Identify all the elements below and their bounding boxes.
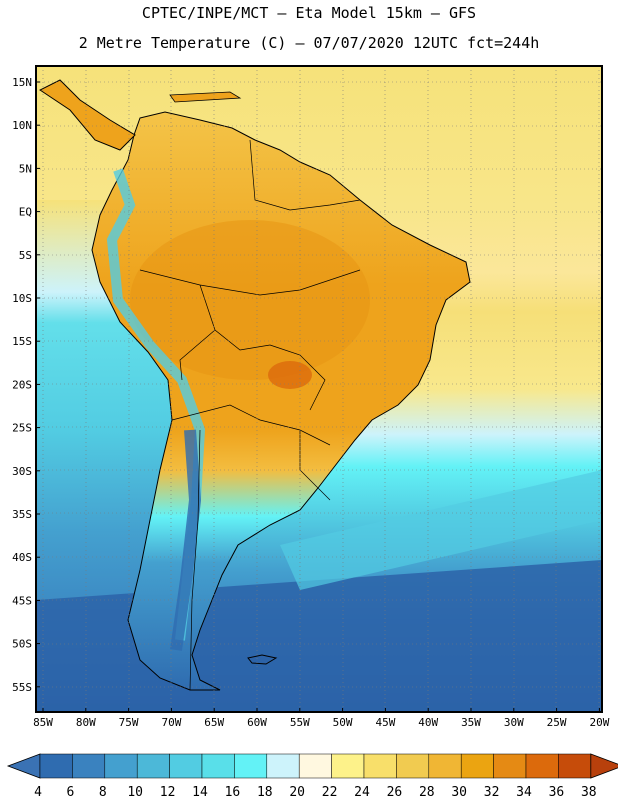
- lon-label: 65W: [204, 716, 224, 729]
- colorbar-label: 8: [99, 785, 107, 800]
- lat-label: 30S: [12, 465, 32, 478]
- colorbar-swatch: [493, 753, 527, 779]
- lon-label: 70W: [161, 716, 181, 729]
- colorbar-swatch: [136, 753, 170, 779]
- colorbar-label: 32: [484, 785, 500, 800]
- central-america-land: [39, 79, 136, 151]
- caribbean-islands: [169, 91, 242, 103]
- latitude-labels: 15N 10N 5N EQ 5S 10S 15S 20S 25S 30S 35S 40S 45S 50S 5…: [12, 76, 40, 694]
- lat-label: 10N: [12, 119, 32, 132]
- lat-label: 20S: [12, 378, 32, 391]
- colorbar-swatch: [104, 753, 138, 779]
- lat-label: 10S: [12, 292, 32, 305]
- lat-label: 55S: [12, 681, 32, 694]
- colorbar: 4 6 8 10 12 14 16 18 20 22 24 26 28 30 32 34 36 38: [6, 753, 618, 800]
- colorbar-label: 38: [581, 785, 597, 800]
- lon-label: 20W: [589, 716, 609, 729]
- lon-label: 45W: [375, 716, 395, 729]
- colorbar-label: 12: [160, 785, 176, 800]
- lat-label: 5N: [19, 162, 32, 175]
- colorbar-swatch: [331, 753, 365, 779]
- colorbar-low-arrow: [6, 753, 41, 779]
- lat-label: 15N: [12, 76, 32, 89]
- colorbar-label: 10: [127, 785, 143, 800]
- colorbar-label: 30: [451, 785, 467, 800]
- colorbar-label: 14: [192, 785, 208, 800]
- colorbar-swatch: [428, 753, 462, 779]
- colorbar-label: 22: [322, 785, 338, 800]
- lon-label: 25W: [547, 716, 567, 729]
- colorbar-label: 20: [289, 785, 305, 800]
- colorbar-swatch: [72, 753, 106, 779]
- colorbar-swatch: [201, 753, 235, 779]
- lon-label: 30W: [504, 716, 524, 729]
- colorbar-swatch: [558, 753, 592, 779]
- falkland-islands: [247, 654, 278, 665]
- lon-label: 40W: [418, 716, 438, 729]
- colorbar-label: 16: [225, 785, 241, 800]
- colorbar-swatch: [396, 753, 430, 779]
- colorbar-swatch: [525, 753, 559, 779]
- lon-label: 50W: [333, 716, 353, 729]
- map-subtitle: 2 Metre Temperature (C) – 07/07/2020 12U…: [78, 34, 540, 52]
- lat-label: 15S: [12, 335, 32, 348]
- colorbar-label: 6: [66, 785, 74, 800]
- pantanal-hotspot: [268, 361, 312, 389]
- lon-label: 80W: [76, 716, 96, 729]
- colorbar-swatch: [169, 753, 203, 779]
- lon-label: 60W: [247, 716, 267, 729]
- lat-label: 40S: [12, 551, 32, 564]
- map-area[interactable]: [36, 66, 602, 712]
- interior-hot-region: [130, 220, 370, 380]
- colorbar-swatch: [39, 753, 73, 779]
- colorbar-swatch: [363, 753, 397, 779]
- lon-label: 55W: [290, 716, 310, 729]
- lon-label: 85W: [33, 716, 53, 729]
- colorbar-label: 36: [549, 785, 565, 800]
- longitude-labels: 85W 80W 75W 70W 65W 60W 55W 50W 45W 40W 35W 30W 25W 2…: [33, 708, 610, 729]
- colorbar-label: 26: [387, 785, 403, 800]
- lat-label: 35S: [12, 508, 32, 521]
- colorbar-label: 28: [419, 785, 435, 800]
- colorbar-label: 24: [354, 785, 370, 800]
- colorbar-swatch: [234, 753, 268, 779]
- colorbar-high-arrow: [590, 753, 618, 779]
- colorbar-label: 4: [34, 785, 42, 800]
- colorbar-swatch: [298, 753, 332, 779]
- lat-label: EQ: [19, 206, 32, 219]
- lat-label: 25S: [12, 422, 32, 435]
- colorbar-label: 34: [516, 785, 532, 800]
- colorbar-label: 18: [257, 785, 273, 800]
- lon-label: 35W: [461, 716, 481, 729]
- colorbar-swatch: [460, 753, 494, 779]
- lat-label: 50S: [12, 638, 32, 651]
- map-frame: [35, 65, 603, 713]
- lat-label: 45S: [12, 594, 32, 607]
- lon-label: 75W: [119, 716, 139, 729]
- south-atlantic-band: [280, 470, 602, 590]
- map-title: CPTEC/INPE/MCT – Eta Model 15km – GFS: [141, 4, 477, 22]
- lat-label: 5S: [19, 249, 32, 262]
- colorbar-swatch: [266, 753, 300, 779]
